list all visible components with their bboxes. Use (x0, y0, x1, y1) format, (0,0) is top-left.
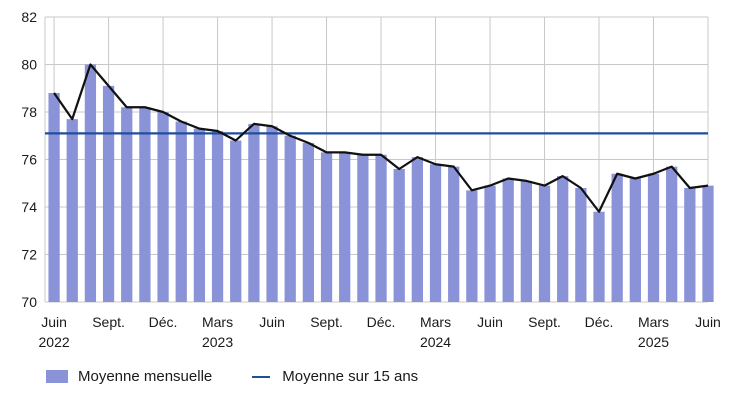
y-tick-label: 72 (21, 247, 37, 263)
monthly-line (53, 63, 709, 213)
bar (211, 131, 224, 302)
bar (411, 157, 424, 302)
x-tick-year: 2023 (202, 334, 233, 350)
bar (629, 178, 641, 302)
x-tick-label: Déc. (585, 314, 614, 330)
legend-line-label: Moyenne sur 15 ans (282, 368, 419, 385)
bar (102, 85, 115, 302)
legend-item-average: Moyenne sur 15 ans (252, 368, 418, 385)
bar (320, 152, 333, 302)
bar (48, 93, 60, 302)
bar (647, 173, 660, 302)
x-tick-label: Sept. (92, 314, 125, 330)
bar (557, 176, 569, 302)
y-tick-label: 78 (21, 104, 37, 120)
x-tick-label: Déc. (367, 314, 396, 330)
bar (593, 211, 605, 302)
bars (48, 64, 714, 302)
bar (429, 164, 442, 302)
monthly-line-group (53, 63, 709, 213)
bar (702, 185, 714, 302)
y-tick-label: 74 (21, 199, 37, 215)
bar (666, 166, 678, 302)
bar (484, 185, 496, 302)
bar (175, 121, 187, 302)
y-tick-label: 82 (21, 9, 37, 25)
bar (448, 166, 460, 302)
bar (230, 140, 242, 302)
bar (393, 169, 405, 302)
chart: 70 72 74 76 78 80 82 Juin 2022 Sept. Déc. Mars 2023… (21, 9, 721, 350)
x-tick-label: Sept. (528, 314, 561, 330)
bar (302, 142, 315, 302)
legend-bar-label: Moyenne mensuelle (78, 368, 213, 385)
x-tick-label: Mars (420, 314, 451, 330)
bar (611, 173, 623, 302)
y-axis: 70 72 74 76 78 80 82 (21, 9, 37, 310)
bar (266, 126, 278, 302)
bar (339, 152, 351, 302)
bar (466, 190, 478, 302)
bar (375, 154, 387, 302)
bar (121, 107, 133, 302)
legend: Moyenne mensuelle Moyenne sur 15 ans (46, 368, 458, 385)
x-tick-label: Juin (41, 314, 67, 330)
x-tick-label: Mars (202, 314, 233, 330)
legend-bar-swatch (46, 370, 68, 383)
bar (538, 185, 551, 302)
bar (157, 112, 169, 302)
x-tick-label: Sept. (310, 314, 343, 330)
bar (139, 107, 151, 302)
bar (684, 188, 696, 302)
y-tick-label: 70 (21, 294, 37, 310)
bar (193, 128, 206, 302)
x-tick-label: Mars (638, 314, 669, 330)
x-tick-label: Juin (695, 314, 721, 330)
bar (284, 135, 296, 302)
legend-line-swatch (252, 375, 271, 378)
bar (84, 64, 97, 302)
bar (66, 119, 78, 302)
bar (248, 123, 260, 302)
x-tick-year: 2025 (638, 334, 669, 350)
bar (502, 178, 514, 302)
x-tick-label: Juin (477, 314, 503, 330)
bar (357, 154, 369, 302)
x-tick-label: Juin (259, 314, 285, 330)
x-tick-label: Déc. (149, 314, 178, 330)
x-axis: Juin 2022 Sept. Déc. Mars 2023 Juin Sept. Déc. Ma… (39, 314, 721, 350)
x-tick-year: 2022 (39, 334, 70, 350)
bar (520, 180, 532, 302)
y-tick-label: 80 (21, 57, 37, 73)
x-tick-year: 2024 (420, 334, 451, 350)
y-tick-label: 76 (21, 152, 37, 168)
legend-item-bars: Moyenne mensuelle (46, 368, 212, 385)
bar (575, 188, 587, 302)
